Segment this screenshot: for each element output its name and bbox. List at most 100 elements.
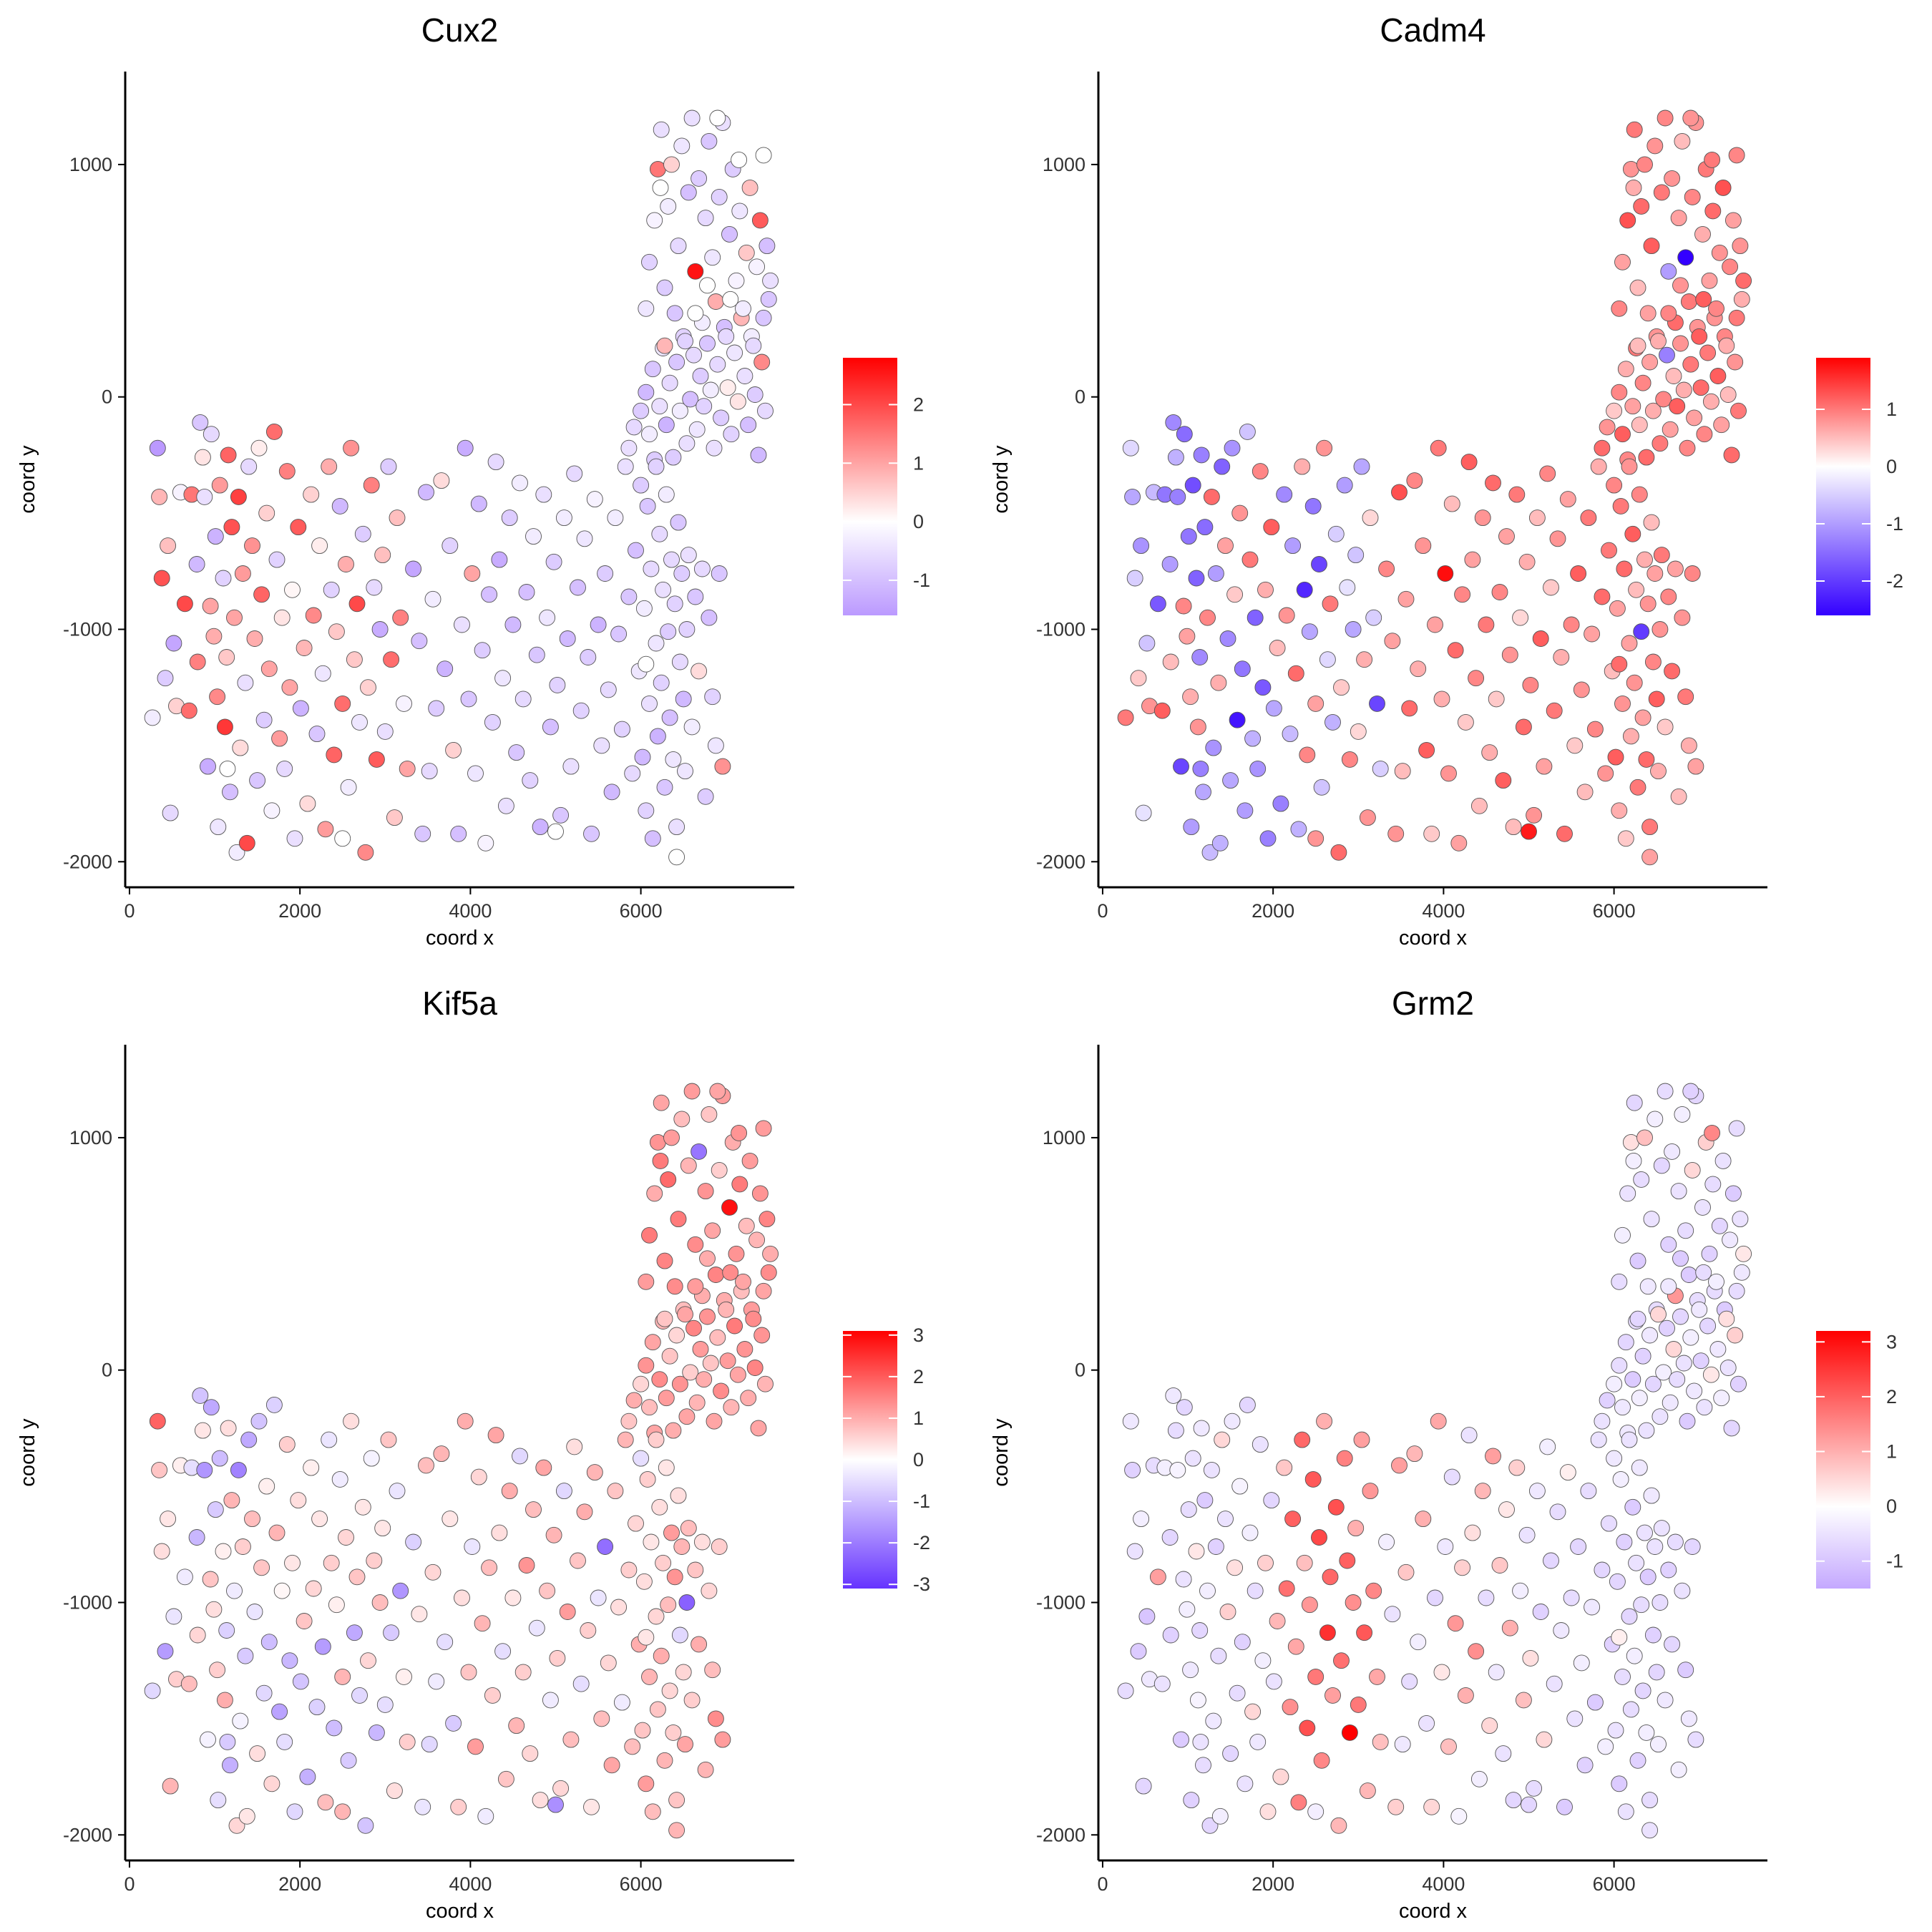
data-point xyxy=(1699,1317,1717,1335)
data-point xyxy=(1339,579,1356,596)
data-point xyxy=(1182,688,1199,706)
data-point xyxy=(1391,1457,1407,1474)
data-point xyxy=(655,1554,672,1571)
data-point xyxy=(1696,426,1713,443)
data-point xyxy=(202,1571,219,1588)
data-point xyxy=(1418,1714,1435,1732)
data-point xyxy=(686,1319,702,1337)
data-point xyxy=(1135,1777,1152,1795)
data-point xyxy=(1636,156,1653,173)
data-point xyxy=(162,804,179,821)
data-point xyxy=(392,1582,409,1599)
data-point xyxy=(1639,1278,1657,1295)
data-point xyxy=(1130,670,1147,687)
data-point xyxy=(1126,570,1143,587)
data-point xyxy=(675,691,692,708)
data-point xyxy=(624,765,641,782)
data-point xyxy=(687,588,704,605)
data-point xyxy=(656,279,673,296)
data-point xyxy=(1205,739,1222,756)
data-point xyxy=(1727,1327,1744,1344)
data-point xyxy=(699,1250,716,1267)
data-point xyxy=(731,1124,748,1141)
data-point xyxy=(160,1511,177,1528)
data-point xyxy=(1643,1487,1660,1504)
data-point xyxy=(666,1278,683,1295)
data-point xyxy=(1433,1664,1450,1681)
data-point xyxy=(474,642,491,659)
data-point xyxy=(454,1589,470,1606)
data-point xyxy=(1133,1511,1150,1528)
data-point xyxy=(1488,691,1505,708)
data-point xyxy=(460,1664,477,1681)
data-point xyxy=(1735,272,1752,289)
data-point xyxy=(1365,609,1382,626)
data-point xyxy=(1179,1601,1196,1618)
data-point xyxy=(1644,1626,1662,1644)
data-point xyxy=(1195,1757,1211,1774)
data-point xyxy=(1126,1543,1143,1560)
data-point xyxy=(1231,504,1249,522)
data-point xyxy=(680,1157,697,1174)
data-point xyxy=(1576,784,1594,801)
data-point xyxy=(263,802,280,819)
data-point xyxy=(1566,737,1584,754)
y-tick-label: 1000 xyxy=(69,154,112,175)
data-point xyxy=(1330,1817,1347,1834)
data-point xyxy=(290,1492,307,1509)
data-point xyxy=(296,640,313,656)
data-point xyxy=(271,730,288,747)
data-point xyxy=(580,1622,597,1639)
data-point xyxy=(1294,458,1311,475)
data-point xyxy=(680,184,697,201)
data-point xyxy=(414,1798,431,1815)
data-point xyxy=(1653,547,1670,564)
data-point xyxy=(240,1431,258,1448)
legend-tick-label: 0 xyxy=(1886,1496,1897,1517)
x-tick-label: 2000 xyxy=(1252,900,1294,922)
data-point xyxy=(1682,1083,1699,1100)
data-point xyxy=(249,1745,266,1762)
scatter-points xyxy=(144,1083,779,1839)
data-point xyxy=(707,293,724,310)
data-point xyxy=(1365,1582,1382,1599)
data-point xyxy=(680,547,697,564)
data-point xyxy=(253,586,270,603)
data-point xyxy=(1391,484,1407,501)
data-point xyxy=(1191,649,1209,665)
data-point xyxy=(1566,1710,1584,1727)
data-point xyxy=(1735,1245,1752,1262)
data-point xyxy=(682,391,699,408)
legend-tick-label: 1 xyxy=(913,1407,924,1429)
data-point xyxy=(726,1317,743,1335)
data-point xyxy=(1319,1624,1336,1641)
data-point xyxy=(340,779,357,796)
data-point xyxy=(663,156,680,173)
data-point xyxy=(1234,1634,1251,1651)
data-point xyxy=(1586,1694,1604,1711)
data-point xyxy=(360,1652,376,1669)
data-point xyxy=(1629,1310,1646,1327)
data-point xyxy=(1719,386,1737,403)
data-point xyxy=(1657,718,1674,736)
data-point xyxy=(1450,1807,1468,1825)
data-point xyxy=(180,1675,197,1692)
data-point xyxy=(1563,616,1580,633)
data-point xyxy=(250,439,268,457)
data-point xyxy=(1161,556,1179,572)
legend-tick-label: 0 xyxy=(1886,456,1897,477)
data-point xyxy=(457,439,474,457)
data-point xyxy=(1498,1501,1515,1518)
data-point xyxy=(1322,595,1339,613)
data-point xyxy=(260,1634,278,1651)
data-point xyxy=(351,713,368,731)
data-point xyxy=(723,426,740,443)
data-point xyxy=(1617,361,1634,378)
data-point xyxy=(735,300,751,317)
data-point xyxy=(1169,488,1186,505)
data-point xyxy=(1219,1604,1236,1620)
data-point xyxy=(697,788,714,805)
data-point xyxy=(1167,1422,1184,1439)
data-point xyxy=(651,1498,668,1516)
data-point xyxy=(1333,1652,1350,1669)
